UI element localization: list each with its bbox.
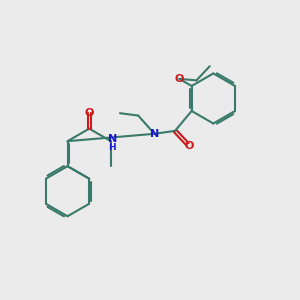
Text: H: H bbox=[109, 142, 116, 152]
Text: O: O bbox=[175, 74, 184, 84]
Text: O: O bbox=[85, 108, 94, 118]
Text: N: N bbox=[150, 129, 159, 139]
Text: O: O bbox=[184, 141, 194, 151]
Text: N: N bbox=[108, 134, 117, 144]
